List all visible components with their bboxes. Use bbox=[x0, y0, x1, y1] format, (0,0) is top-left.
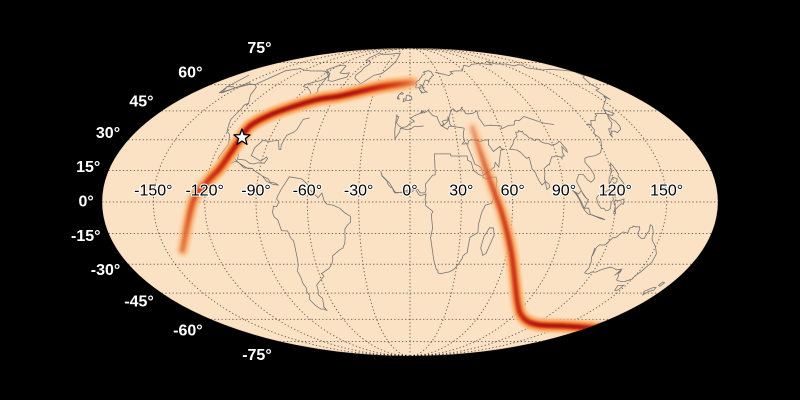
svg-text:-60°: -60° bbox=[173, 323, 203, 340]
svg-text:-150°: -150° bbox=[134, 183, 172, 200]
svg-text:-75°: -75° bbox=[242, 347, 272, 364]
svg-text:-45°: -45° bbox=[124, 294, 154, 311]
svg-text:-60°: -60° bbox=[293, 183, 323, 200]
svg-text:0°: 0° bbox=[78, 194, 93, 211]
svg-text:0°: 0° bbox=[402, 183, 417, 200]
svg-text:30°: 30° bbox=[96, 125, 120, 142]
svg-text:-30°: -30° bbox=[91, 262, 121, 279]
svg-text:-120°: -120° bbox=[185, 183, 223, 200]
svg-text:75°: 75° bbox=[247, 40, 271, 57]
svg-text:60°: 60° bbox=[178, 64, 202, 81]
svg-text:-90°: -90° bbox=[241, 183, 271, 200]
svg-text:-30°: -30° bbox=[344, 183, 374, 200]
svg-text:45°: 45° bbox=[129, 93, 153, 110]
svg-text:15°: 15° bbox=[76, 159, 100, 176]
svg-text:60°: 60° bbox=[501, 183, 525, 200]
svg-text:150°: 150° bbox=[650, 183, 683, 200]
svg-text:30°: 30° bbox=[449, 183, 473, 200]
svg-text:120°: 120° bbox=[599, 183, 632, 200]
svg-text:90°: 90° bbox=[552, 183, 576, 200]
svg-text:-15°: -15° bbox=[71, 228, 101, 245]
